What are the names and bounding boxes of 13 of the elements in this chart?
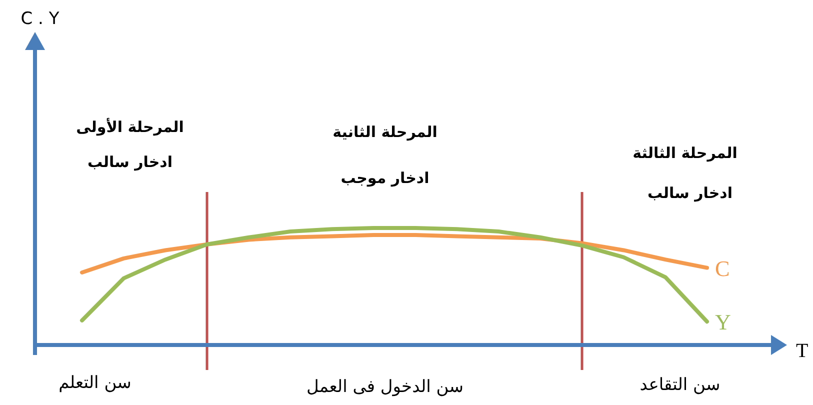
- text: ادخار سالب: [87, 153, 173, 171]
- series-label: Y: [715, 310, 731, 335]
- text: سن التقاعد: [640, 375, 720, 395]
- text: C . Y: [20, 9, 60, 29]
- series-label: C: [715, 256, 730, 281]
- text: ادخار موجب: [340, 169, 430, 187]
- text: المرحلة الأولى: [76, 117, 184, 136]
- text: المرحلة الثالثة: [632, 144, 738, 162]
- text: المرحلة الثانية: [332, 123, 438, 141]
- x-axis-title: T: [796, 340, 808, 362]
- text: ادخار سالب: [647, 184, 733, 202]
- text: سن الدخول فى العمل: [306, 377, 464, 397]
- text: سن التعلم: [58, 373, 132, 393]
